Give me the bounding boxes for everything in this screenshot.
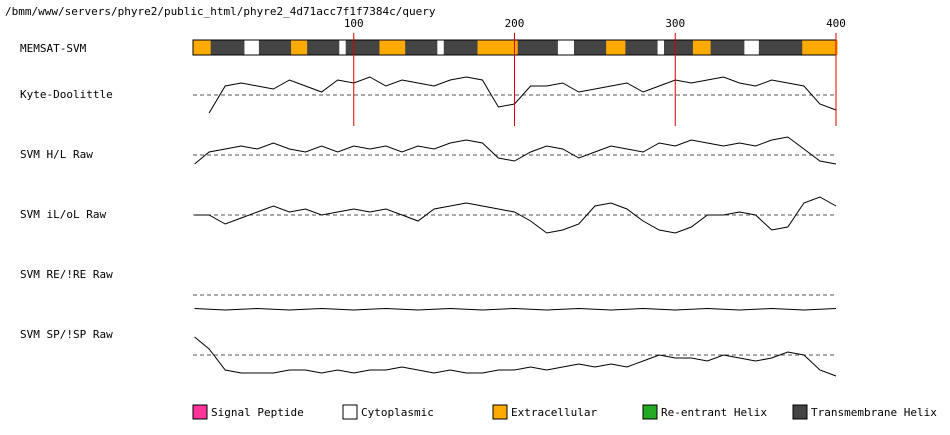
memsat-segment	[477, 40, 520, 55]
series-plots: Kyte-Doolittle SVM H/L Raw SVM iL/oL Raw SV…	[20, 76, 837, 377]
memsat-segment	[437, 40, 446, 55]
x-tick-label: 400	[826, 17, 846, 30]
series-label: Kyte-Doolittle	[20, 88, 113, 101]
memsat-segment	[405, 40, 439, 55]
memsat-segment	[291, 40, 309, 55]
memsat-segment	[379, 40, 407, 55]
memsat-segment	[210, 40, 247, 55]
memsat-segment	[606, 40, 628, 55]
x-tick-label: 100	[344, 17, 364, 30]
series-label: SVM iL/oL Raw	[20, 208, 106, 221]
x-tick-label: 300	[665, 17, 685, 30]
memsat-segment	[692, 40, 713, 55]
series-label: SVM SP/!SP Raw	[20, 328, 113, 341]
legend-label: Transmembrane Helix	[811, 406, 937, 419]
memsat-segment	[663, 40, 695, 55]
memsat-segment	[573, 40, 608, 55]
legend-swatch	[642, 404, 658, 420]
memsat-segment	[193, 40, 213, 55]
series-line	[194, 307, 837, 311]
x-ticks: 100 200 300 400	[344, 17, 846, 30]
memsat-label: MEMSAT-SVM	[20, 42, 87, 55]
memsat-segment	[557, 40, 576, 55]
legend-label: Extracellular	[511, 406, 597, 419]
memsat-segment	[307, 40, 341, 55]
series-line	[194, 196, 837, 234]
position-markers	[353, 33, 837, 126]
series-line	[194, 336, 837, 377]
memsat-segment	[258, 40, 293, 55]
series-line	[208, 76, 837, 114]
x-tick-label: 200	[505, 17, 525, 30]
memsat-segment	[517, 40, 560, 55]
memsat-segment	[710, 40, 746, 55]
legend: Signal Peptide Cytoplasmic Extracellular Re…	[192, 404, 937, 420]
memsat-segment	[443, 40, 480, 55]
legend-label: Cytoplasmic	[361, 406, 434, 419]
memsat-segment	[625, 40, 660, 55]
series-line	[194, 136, 837, 165]
memsat-segment	[758, 40, 804, 55]
legend-swatch	[492, 404, 508, 420]
legend-swatch	[342, 404, 358, 420]
series-label: SVM H/L Raw	[20, 148, 93, 161]
query-path: /bmm/www/servers/phyre2/public_html/phyr…	[5, 5, 436, 18]
memsat-segment	[744, 40, 761, 55]
memsat-segment	[657, 40, 666, 55]
series-label: SVM RE/!RE Raw	[20, 268, 113, 281]
memsat-segment	[339, 40, 348, 55]
memsat-track	[192, 39, 838, 56]
legend-label: Signal Peptide	[211, 406, 304, 419]
legend-swatch	[192, 404, 208, 420]
legend-label: Re-entrant Helix	[661, 406, 767, 419]
memsat-segment	[802, 40, 838, 55]
memsat-segment	[244, 40, 261, 55]
memsat-segment	[345, 40, 382, 55]
legend-swatch	[792, 404, 808, 420]
